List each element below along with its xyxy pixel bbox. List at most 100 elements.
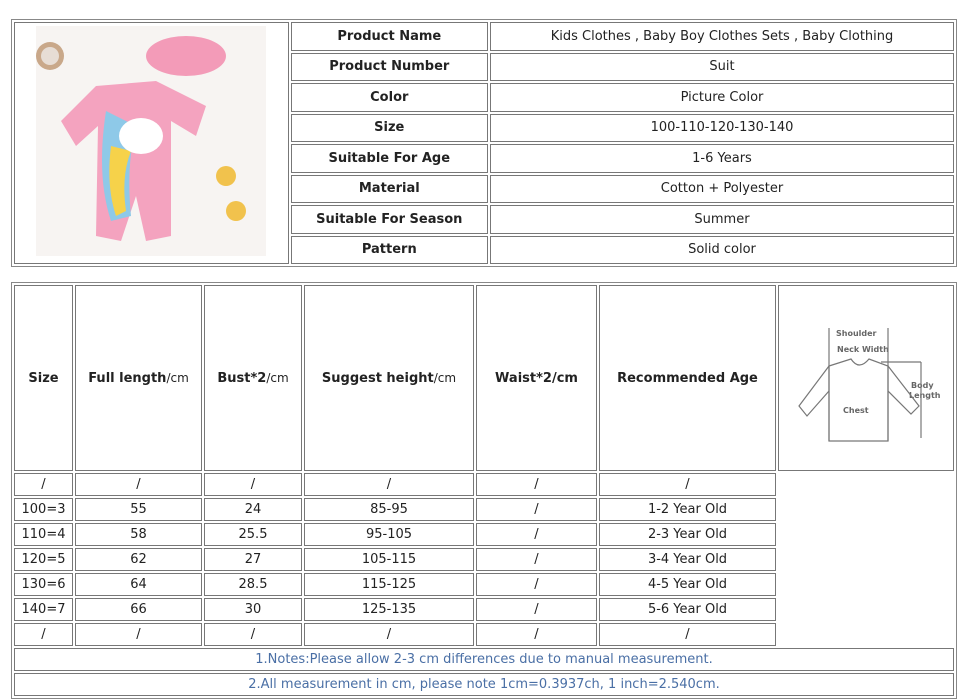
size-cell: 24 bbox=[204, 498, 302, 521]
size-cell: 125-135 bbox=[304, 598, 474, 621]
size-cell: / bbox=[476, 473, 597, 496]
size-cell: 58 bbox=[75, 523, 202, 546]
product-info-label: Material bbox=[290, 174, 488, 203]
product-info-value: Suit bbox=[489, 52, 954, 81]
product-info-value: Summer bbox=[489, 205, 954, 234]
product-info-label: Suitable For Age bbox=[290, 144, 488, 173]
product-info-value: Cotton + Polyester bbox=[489, 174, 954, 203]
product-info-value: 100-110-120-130-140 bbox=[489, 113, 954, 142]
product-info-table: Product Name Kids Clothes , Baby Boy Clot… bbox=[11, 19, 957, 267]
size-cell: / bbox=[599, 473, 776, 496]
product-image-cell bbox=[14, 22, 289, 264]
column-header: Waist*2/cm bbox=[476, 285, 597, 471]
size-cell: 4-5 Year Old bbox=[599, 573, 776, 596]
size-cell: 130=6 bbox=[14, 573, 73, 596]
size-cell: 115-125 bbox=[304, 573, 474, 596]
product-info-value: 1-6 Years bbox=[489, 144, 954, 173]
column-header: Recommended Age bbox=[599, 285, 776, 471]
product-info-label: Pattern bbox=[290, 235, 488, 264]
product-info-row: Suitable For Season Summer bbox=[14, 205, 954, 234]
size-cell: 110=4 bbox=[14, 523, 73, 546]
measurement-note: 1.Notes:Please allow 2-3 cm differences … bbox=[14, 648, 954, 671]
header-unit: /cm bbox=[433, 370, 457, 385]
product-info-value: Picture Color bbox=[489, 83, 954, 112]
size-cell: 25.5 bbox=[204, 523, 302, 546]
size-cell: 2-3 Year Old bbox=[599, 523, 776, 546]
product-info-label: Product Name bbox=[290, 22, 488, 51]
size-row: 130=6 64 28.5 115-125/4-5 Year Old bbox=[14, 573, 954, 596]
size-cell: 100=3 bbox=[14, 498, 73, 521]
column-header: Size bbox=[14, 285, 73, 471]
measurement-diagram-icon: Shoulder Neck Width Chest Body Length bbox=[798, 328, 941, 442]
header-unit: /cm bbox=[166, 370, 189, 385]
size-cell: / bbox=[304, 473, 474, 496]
size-cell: 28.5 bbox=[204, 573, 302, 596]
size-cell: 30 bbox=[204, 598, 302, 621]
size-cell: 64 bbox=[75, 573, 202, 596]
size-cell: / bbox=[476, 573, 597, 596]
product-info-row: Material Cotton + Polyester bbox=[14, 174, 954, 203]
product-info-row: Product Number Suit bbox=[14, 52, 954, 81]
size-cell: / bbox=[14, 473, 73, 496]
size-cell: 120=5 bbox=[14, 548, 73, 571]
size-cell: 5-6 Year Old bbox=[599, 598, 776, 621]
size-cell: / bbox=[204, 623, 302, 646]
size-cell: 140=7 bbox=[14, 598, 73, 621]
measurement-diagram-cell: Shoulder Neck Width Chest Body Length bbox=[778, 285, 954, 471]
size-cell: / bbox=[476, 523, 597, 546]
product-info-value: Kids Clothes , Baby Boy Clothes Sets , B… bbox=[489, 22, 954, 51]
size-row: 140=7 66 30 125-135/5-6 Year Old bbox=[14, 598, 954, 621]
header-unit: /cm bbox=[266, 370, 289, 385]
size-row: 120=5 62 27 105-115/3-4 Year Old bbox=[14, 548, 954, 571]
size-cell: / bbox=[75, 473, 202, 496]
size-cell: 62 bbox=[75, 548, 202, 571]
size-cell: 3-4 Year Old bbox=[599, 548, 776, 571]
size-cell: 95-105 bbox=[304, 523, 474, 546]
size-chart-table: Size Full length/cm Bust*2/cm Suggest heigh… bbox=[11, 282, 957, 699]
diagram-shoulder: Shoulder bbox=[836, 329, 877, 338]
size-cell: / bbox=[476, 548, 597, 571]
size-cell: 55 bbox=[75, 498, 202, 521]
product-photo-icon bbox=[36, 26, 267, 256]
product-info-row: Product Name Kids Clothes , Baby Boy Clot… bbox=[14, 22, 954, 264]
column-header: Suggest height/cm bbox=[304, 285, 474, 471]
size-cell: 66 bbox=[75, 598, 202, 621]
product-info-label: Product Number bbox=[290, 52, 488, 81]
product-info-row: Pattern Solid color bbox=[14, 235, 954, 264]
size-cell: / bbox=[476, 498, 597, 521]
header-label: Bust*2 bbox=[217, 370, 267, 386]
header-label: Size bbox=[28, 370, 59, 386]
diagram-chest: Chest bbox=[843, 406, 869, 415]
size-cell: / bbox=[304, 623, 474, 646]
product-info-row: Color Picture Color bbox=[14, 83, 954, 112]
size-cell: / bbox=[204, 473, 302, 496]
size-cell: / bbox=[476, 598, 597, 621]
size-row: / / / / / / bbox=[14, 473, 954, 496]
product-info-row: Suitable For Age 1-6 Years bbox=[14, 144, 954, 173]
product-info-label: Suitable For Season bbox=[290, 205, 488, 234]
column-header: Full length/cm bbox=[75, 285, 202, 471]
size-row: / / / / / / bbox=[14, 623, 954, 646]
product-info-label: Color bbox=[290, 83, 488, 112]
size-cell: / bbox=[14, 623, 73, 646]
size-cell: 27 bbox=[204, 548, 302, 571]
header-label: Waist*2/cm bbox=[495, 370, 578, 386]
size-cell: / bbox=[476, 623, 597, 646]
size-cell: / bbox=[599, 623, 776, 646]
column-header: Bust*2/cm bbox=[204, 285, 302, 471]
header-label: Suggest height bbox=[321, 370, 434, 386]
header-label: Recommended Age bbox=[617, 370, 758, 386]
product-info-value: Solid color bbox=[489, 235, 954, 264]
diagram-body: Body bbox=[911, 381, 934, 390]
diagram-length: Length bbox=[909, 391, 941, 400]
size-row: 100=3 55 24 85-95/1-2 Year Old bbox=[14, 498, 954, 521]
size-cell: 85-95 bbox=[304, 498, 474, 521]
size-cell: 105-115 bbox=[304, 548, 474, 571]
size-cell: 1-2 Year Old bbox=[599, 498, 776, 521]
product-info-row: Size 100-110-120-130-140 bbox=[14, 113, 954, 142]
product-info-label: Size bbox=[290, 113, 488, 142]
header-label: Full length bbox=[88, 370, 167, 386]
size-row: 110=4 58 25.5 95-105/2-3 Year Old bbox=[14, 523, 954, 546]
diagram-neck-width: Neck Width bbox=[837, 345, 889, 354]
measurement-note: 2.All measurement in cm, please note 1cm… bbox=[14, 673, 954, 696]
